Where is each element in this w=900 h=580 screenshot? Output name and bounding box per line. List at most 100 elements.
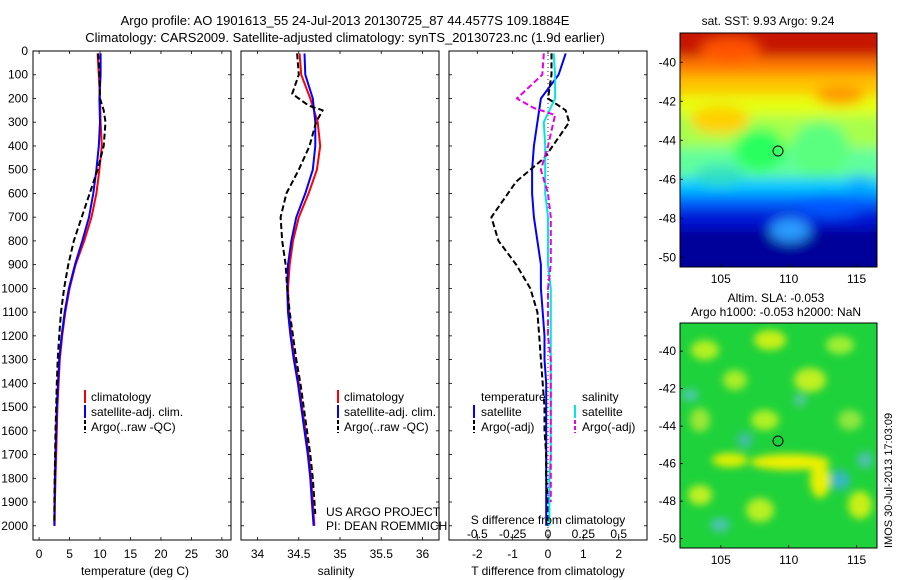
imos-timestamp-label: IMOS 30-Jul-2013 17:03:09 (883, 413, 895, 548)
lat-tick-label: -40 (659, 55, 677, 69)
series-line-satellite-adj-clim- (286, 53, 317, 526)
salinity-series (279, 53, 324, 526)
temperature-axes-box (32, 50, 232, 541)
sst-map-frame (679, 32, 878, 268)
lon-tick-label: 110 (779, 272, 798, 286)
sla-map-title-line2: Argo h1000: -0.053 h2000: NaN (691, 305, 861, 319)
lat-tick-label: -46 (659, 172, 677, 186)
pi-annotation: PI: DEAN ROEMMICH (326, 519, 447, 533)
x-tick-label: -2 (472, 547, 483, 561)
lat-tick-label: -42 (659, 382, 677, 396)
s-diff-tick-label: -0.5 (467, 527, 488, 541)
legend-label-t-satellite: satellite (481, 405, 522, 419)
depth-tick-label: 1400 (1, 376, 28, 390)
legend-label-argo: Argo(..raw -QC) (344, 420, 429, 434)
lat-tick-label: -50 (659, 250, 677, 264)
salinity-panel: 34 34.5 35 35.5 36 salinity climatology sate… (240, 50, 447, 578)
t-difference-x-label: T difference from climatology (471, 564, 625, 578)
depth-tick-label: 1900 (1, 495, 28, 509)
x-tick-label: 1 (580, 547, 587, 561)
series-line-salinity-argo-adj- (515, 53, 557, 502)
x-tick-label: 35.5 (370, 547, 394, 561)
x-tick-label: 34 (251, 547, 265, 561)
legend-label-satellite: satellite-adj. clim. (344, 405, 436, 419)
x-tick-label: 0 (36, 547, 43, 561)
salinity-axes-box (240, 50, 440, 541)
depth-tick-label: 1300 (1, 353, 28, 367)
salinity-ticks: 34 34.5 35 35.5 36 (251, 51, 430, 561)
difference-legend: temperature satellite Argo(-adj) salinit… (473, 390, 635, 434)
depth-tick-label: 900 (8, 258, 28, 272)
lat-tick-label: -46 (659, 457, 677, 471)
x-tick-label: 34.5 (287, 547, 311, 561)
lat-tick-label: -44 (659, 419, 677, 433)
x-tick-label: 2 (615, 547, 622, 561)
sla-field (680, 323, 877, 548)
depth-tick-label: 200 (8, 91, 28, 105)
depth-tick-label: 1700 (1, 448, 28, 462)
sla-map-ticks: 105 110 115 -40 -42 -44 -46 -48 -50 (659, 344, 867, 567)
depth-tick-label: 500 (8, 163, 28, 177)
legend-label-satellite: satellite-adj. clim. (91, 405, 183, 419)
lon-tick-label: 115 (847, 272, 866, 286)
temperature-series (53, 53, 107, 526)
salinity-x-label: salinity (318, 564, 355, 578)
x-tick-label: 20 (154, 547, 168, 561)
lat-tick-label: -48 (659, 494, 677, 508)
lat-tick-label: -50 (659, 532, 677, 546)
x-tick-label: 36 (416, 547, 430, 561)
argo-location-marker (772, 435, 784, 447)
lon-tick-label: 105 (711, 553, 731, 567)
sst-field (680, 33, 877, 267)
legend-label-climatology: climatology (91, 390, 151, 404)
depth-tick-label: 600 (8, 186, 28, 200)
x-tick-label: 35 (333, 547, 347, 561)
depth-tick-label: 100 (8, 68, 28, 82)
salinity-legend: climatology satellite-adj. clim. Argo(..… (337, 390, 436, 434)
s-difference-top-label: S difference from climatology (471, 513, 626, 527)
depth-tick-label: 1100 (2, 305, 28, 319)
sst-map-panel: sat. SST: 9.93 Argo: 9.24 (659, 14, 878, 286)
lon-tick-label: 115 (847, 553, 866, 567)
series-line-satellite-adj-clim- (53, 53, 102, 526)
s-diff-tick-label: 0.5 (610, 527, 627, 541)
sla-map-frame (679, 322, 878, 549)
x-tick-label: 25 (185, 547, 199, 561)
sla-map-panel: Altim. SLA: -0.053 Argo h1000: -0.053 h2… (659, 291, 878, 567)
lat-tick-label: -40 (659, 344, 677, 358)
s-diff-tick-label: 0 (545, 527, 552, 541)
depth-tick-label: 0 (21, 44, 28, 58)
x-tick-label: 0 (545, 547, 552, 561)
legend-label-climatology: climatology (344, 390, 404, 404)
difference-panel: -2 -1 0 1 2 -0.5 -0.25 0 0.25 0.5 T difference fr… (448, 50, 648, 578)
legend-label-s-argo: Argo(-adj) (582, 420, 635, 434)
series-line-temperature-argo-adj- (490, 53, 571, 526)
x-tick-label: 5 (66, 547, 73, 561)
depth-tick-label: 700 (8, 210, 28, 224)
series-line-argo-raw-qc- (53, 53, 107, 524)
sst-map-ticks: 105 110 115 -40 -42 -44 -46 -48 -50 (659, 55, 867, 286)
figure-title-line1: Argo profile: AO 1901613_55 24-Jul-2013 … (121, 13, 570, 28)
legend-label-argo: Argo(..raw -QC) (91, 420, 176, 434)
lat-tick-label: -44 (659, 133, 677, 147)
difference-series (490, 53, 571, 526)
difference-ticks: -2 -1 0 1 2 -0.5 -0.25 0 0.25 0.5 (467, 51, 627, 561)
temperature-x-label: temperature (deg C) (81, 564, 189, 578)
depth-tick-label: 300 (8, 115, 28, 129)
depth-tick-label: 800 (8, 234, 28, 248)
temperature-ticks: 0 5 10 15 20 25 30 (36, 51, 229, 561)
series-line-climatology (53, 53, 103, 526)
temperature-legend: climatology satellite-adj. clim. Argo(..… (84, 390, 183, 434)
legend-label-s-satellite: satellite (582, 405, 623, 419)
depth-tick-label: 1500 (1, 400, 28, 414)
lon-tick-label: 110 (779, 553, 798, 567)
s-diff-tick-label: 0.25 (572, 527, 596, 541)
lat-tick-label: -48 (659, 211, 677, 225)
depth-tick-label: 1000 (1, 281, 28, 295)
s-diff-tick-label: -0.25 (499, 527, 527, 541)
depth-tick-label: 1200 (1, 329, 28, 343)
sst-map-title: sat. SST: 9.93 Argo: 9.24 (702, 14, 835, 28)
depth-tick-label: 1800 (1, 471, 28, 485)
depth-tick-label: 400 (8, 139, 28, 153)
legend-label-t-argo: Argo(-adj) (481, 420, 534, 434)
